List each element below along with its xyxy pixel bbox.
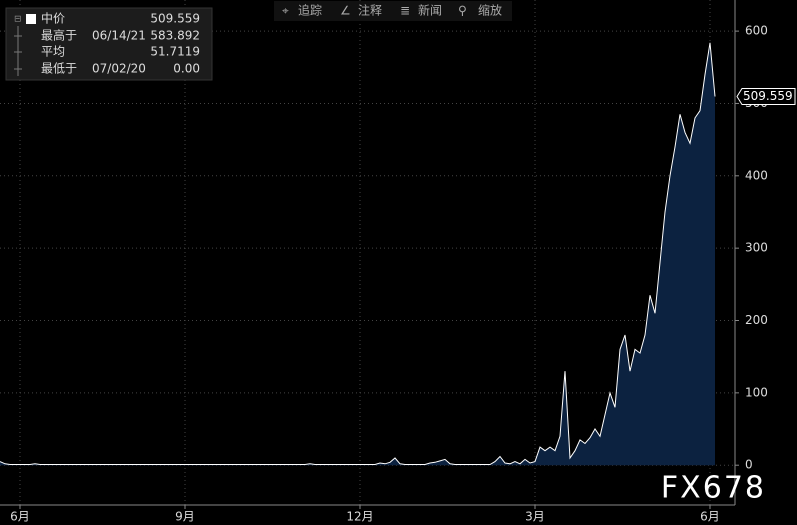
watermark: FX678 bbox=[661, 471, 766, 506]
y-tick-label: 600 bbox=[745, 24, 768, 38]
legend-value: 583.892 bbox=[150, 29, 200, 43]
last-value-box bbox=[736, 88, 796, 106]
legend-value: 51.7119 bbox=[150, 45, 200, 59]
x-tick-label: 6月 bbox=[10, 510, 30, 524]
legend-label: 最低于 bbox=[41, 62, 77, 76]
legend-label: 最高于 bbox=[41, 28, 77, 43]
y-tick-label: 400 bbox=[745, 168, 768, 182]
legend-tree bbox=[14, 26, 22, 76]
tool-button[interactable]: 追踪 bbox=[298, 3, 322, 18]
legend-box bbox=[5, 7, 213, 81]
legend-value: 0.00 bbox=[173, 62, 200, 76]
area bbox=[0, 42, 715, 466]
y-tick-label: 300 bbox=[745, 241, 768, 255]
icon: ⌖ bbox=[282, 4, 289, 18]
toolbar-buttons: ⌖ 追踪 ∠ 注释 ≣ 新闻 ⚲ 缩放 bbox=[282, 3, 502, 18]
legend-date: 07/02/20 bbox=[92, 62, 146, 76]
icon: ∠ bbox=[340, 4, 351, 18]
tool-button[interactable]: 缩放 bbox=[478, 3, 502, 18]
line bbox=[0, 42, 716, 465]
legend-name: 中价 bbox=[41, 11, 65, 26]
toolbar bbox=[274, 1, 512, 21]
icon: ⊟ bbox=[14, 15, 22, 25]
legend-label: 平均 bbox=[41, 45, 65, 59]
x-tick-label: 12月 bbox=[346, 510, 373, 524]
icon: ≣ bbox=[400, 4, 410, 18]
x-tick-label: 6月 bbox=[700, 510, 720, 524]
last-value-label: 509.559 bbox=[743, 89, 793, 103]
icon: ⚲ bbox=[458, 4, 467, 18]
legend-value: 509.559 bbox=[150, 12, 200, 26]
tool-button[interactable]: 新闻 bbox=[418, 3, 442, 18]
y-tick-label: 200 bbox=[745, 313, 768, 327]
tool-button[interactable]: 注释 bbox=[358, 3, 382, 18]
y-tick-label: 0 bbox=[745, 458, 753, 472]
legend-date: 06/14/21 bbox=[92, 29, 146, 43]
x-tick-label: 9月 bbox=[175, 510, 195, 524]
legend-swatch bbox=[26, 14, 36, 24]
y-tick-label: 100 bbox=[745, 385, 768, 399]
x-tick-label: 3月 bbox=[525, 510, 545, 524]
